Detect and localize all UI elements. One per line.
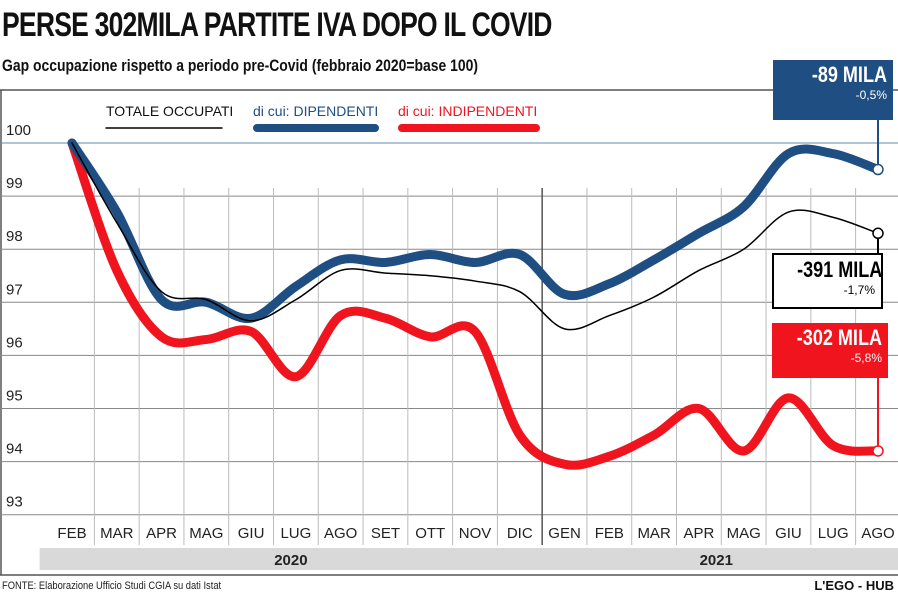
brand-logo: L'EGO - HUB [814,578,894,593]
y-tick-label: 96 [6,334,23,351]
x-tick-label: FEB [57,525,86,542]
x-tick-label: AGO [324,525,357,542]
x-tick-label: GIU [238,525,265,542]
callout-pct: -1,7% [843,283,875,297]
x-tick-label: LUG [280,525,311,542]
y-tick-label: 99 [6,175,23,192]
callout-value: -302 MILA [796,325,882,350]
end-point-marker [872,163,884,176]
x-tick-label: LUG [818,525,849,542]
x-tick-label: APR [146,525,177,542]
x-tick-label: FEB [595,525,624,542]
x-tick-label: APR [683,525,714,542]
series-line-dipendenti [67,138,883,323]
series-line-totale [71,142,879,331]
x-tick-label: MAR [637,525,671,542]
end-point-marker [872,227,884,240]
y-tick-label: 95 [6,388,23,405]
source-note: FONTE: Elaborazione Ufficio Studi CGIA s… [2,580,222,592]
x-tick-label: OTT [415,525,445,542]
y-tick-label: 93 [6,494,23,511]
x-tick-label: GIU [775,525,802,542]
callout-dipendenti: -89 MILA -0,5% [773,60,893,120]
callout-indipendenti: -302 MILA -5,8% [772,323,888,378]
callout-pct: -0,5% [855,88,887,102]
legend-label: di cui: INDIPENDENTI [398,103,537,119]
end-point-marker [872,445,884,457]
legend-label: TOTALE OCCUPATI [106,103,233,119]
y-tick-label: 100 [6,122,31,139]
year-label: 2021 [700,552,733,569]
x-tick-label: GEN [548,525,581,542]
year-band [39,548,541,570]
callout-value: -391 MILA [797,257,883,282]
year-band [534,548,898,570]
callout-totale: -391 MILA -1,7% [772,253,883,309]
x-tick-label: MAG [727,525,761,542]
y-tick-label: 98 [6,228,23,245]
x-tick-label: DIC [507,525,533,542]
callout-pct: -5,8% [850,351,882,365]
y-tick-label: 94 [6,441,23,458]
x-tick-label: MAG [189,525,223,542]
x-tick-label: SET [371,525,400,542]
series-line-indipendenti [67,138,883,470]
x-tick-label: MAR [100,525,134,542]
subtitle: Gap occupazione rispetto a periodo pre-C… [2,56,479,75]
x-tick-label: NOV [459,525,492,542]
y-tick-label: 97 [6,281,23,298]
year-label: 2020 [274,552,307,569]
headline: PERSE 302MILA PARTITE IVA DOPO IL COVID [2,6,552,44]
x-tick-label: AGO [861,525,894,542]
legend-label: di cui: DIPENDENTI [253,103,378,119]
callout-value: -89 MILA [811,62,887,87]
